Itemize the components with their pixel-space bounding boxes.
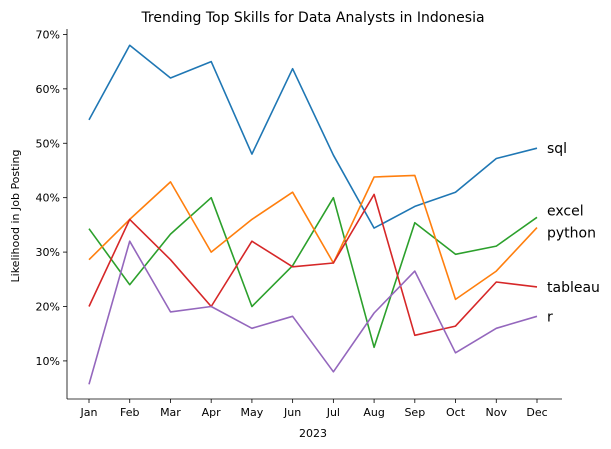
y-tick-label: 40% xyxy=(36,192,60,205)
x-tick-label: Feb xyxy=(120,406,139,419)
series-label-sql: sql xyxy=(547,141,567,157)
y-tick-label: 20% xyxy=(36,301,60,314)
y-axis: 10% 20% 30% 40% 50% 60% 70% xyxy=(36,28,68,399)
x-tick-label: Oct xyxy=(446,406,466,419)
series-label-excel: excel xyxy=(547,203,584,219)
series-layer: sql excel python tableau r xyxy=(88,44,600,385)
y-axis-label: Likelihood in Job Posting xyxy=(9,150,22,283)
y-tick-label: 50% xyxy=(36,137,60,150)
x-tick-label: Apr xyxy=(202,406,222,419)
y-tick-label: 30% xyxy=(36,246,60,259)
x-tick-label: Jun xyxy=(283,406,301,419)
chart-title: Trending Top Skills for Data Analysts in… xyxy=(140,10,484,26)
x-tick-label: Jul xyxy=(326,406,340,419)
x-tick-label: Sep xyxy=(404,406,425,419)
x-tick-label: Nov xyxy=(486,406,508,419)
series-label-tableau: tableau xyxy=(547,280,600,296)
x-axis-label: 2023 xyxy=(299,427,327,440)
x-tick-label: Jan xyxy=(80,406,98,419)
x-tick-label: Aug xyxy=(363,406,384,419)
y-tick-label: 60% xyxy=(36,83,60,96)
series-line-r xyxy=(88,240,538,385)
x-tick-label: May xyxy=(241,406,264,419)
series-line-python xyxy=(88,174,538,301)
x-axis: Jan Feb Mar Apr May Jun Jul Aug Sep Oct Nov Dec xyxy=(67,398,562,419)
series-line-excel xyxy=(88,196,538,349)
x-tick-label: Mar xyxy=(160,406,181,419)
x-tick-label: Dec xyxy=(526,406,547,419)
series-label-r: r xyxy=(547,309,553,325)
y-tick-label: 10% xyxy=(36,355,60,368)
y-tick-label: 70% xyxy=(36,28,60,41)
series-line-sql xyxy=(88,44,538,229)
series-label-python: python xyxy=(547,226,596,242)
series-line-tableau xyxy=(88,193,538,337)
